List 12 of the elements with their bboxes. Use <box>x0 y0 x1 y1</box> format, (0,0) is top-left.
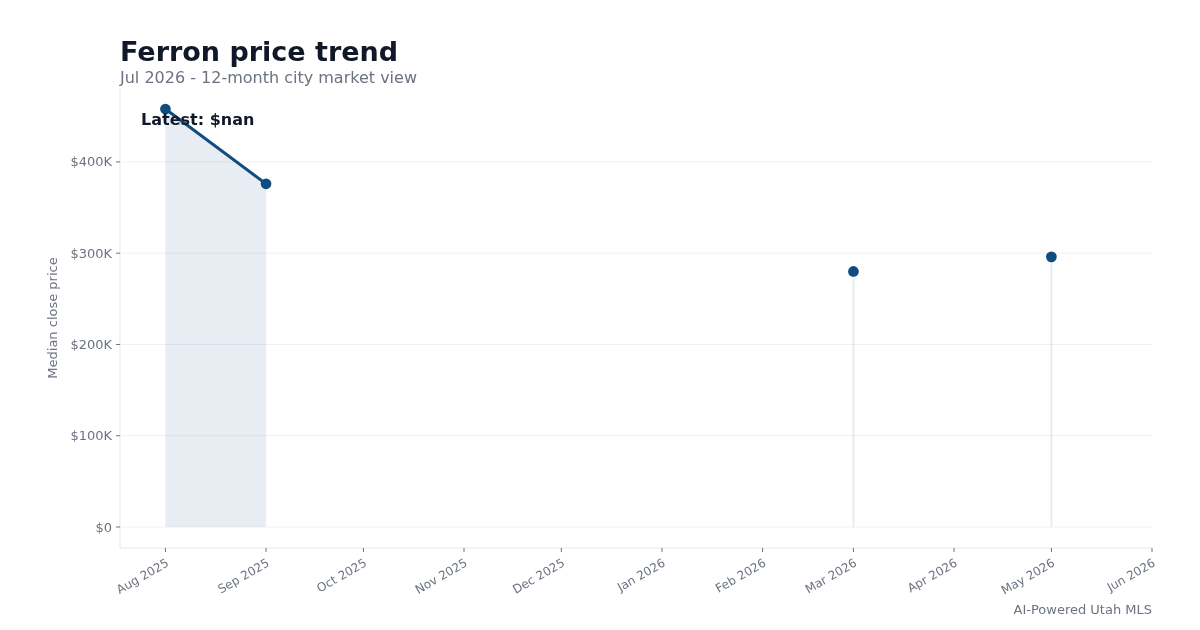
y-tick-label: $300K <box>70 245 113 261</box>
chart-subtitle: Jul 2026 - 12-month city market view <box>119 68 417 87</box>
y-tick-label: $0 <box>95 519 112 535</box>
point <box>848 266 859 277</box>
chart-title: Ferron price trend <box>120 36 399 67</box>
point <box>260 178 272 190</box>
point <box>1046 251 1057 263</box>
y-tick-label: $100K <box>70 428 113 444</box>
y-tick-label: $400K <box>70 154 113 170</box>
y-axis-title: Median close price <box>45 257 60 379</box>
y-tick-label: $200K <box>70 337 113 353</box>
text: AI-Powered Utah MLS <box>1013 602 1152 617</box>
